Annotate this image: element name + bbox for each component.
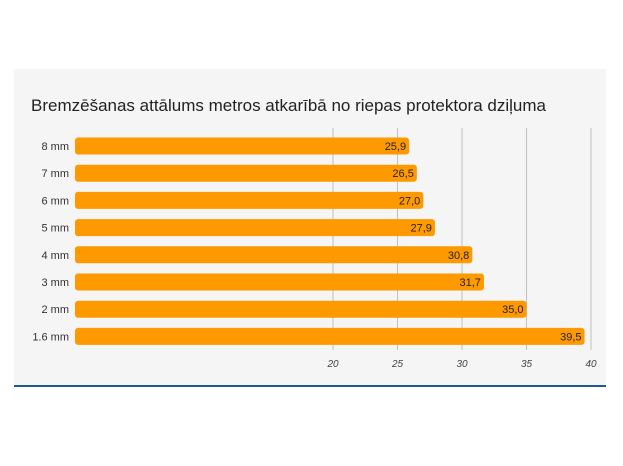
bottom-divider bbox=[14, 385, 606, 387]
value-label: 27,9 bbox=[410, 223, 431, 235]
bar bbox=[75, 219, 435, 237]
x-tick-label: 30 bbox=[456, 359, 468, 370]
category-label: 8 mm bbox=[42, 141, 70, 153]
x-tick-label: 25 bbox=[391, 359, 404, 370]
x-tick-label: 20 bbox=[326, 359, 339, 370]
bar bbox=[75, 273, 484, 291]
category-label: 4 mm bbox=[42, 250, 70, 262]
category-label: 6 mm bbox=[42, 195, 70, 207]
category-label: 1.6 mm bbox=[32, 331, 69, 343]
value-label: 27,0 bbox=[399, 195, 420, 207]
bar bbox=[75, 327, 585, 345]
value-label: 31,7 bbox=[460, 277, 481, 289]
bar bbox=[75, 164, 417, 182]
bar bbox=[75, 246, 473, 264]
value-label: 25,9 bbox=[385, 141, 406, 153]
category-label: 5 mm bbox=[42, 223, 70, 235]
value-label: 26,5 bbox=[392, 168, 413, 180]
x-tick-label: 40 bbox=[585, 359, 597, 370]
category-label: 3 mm bbox=[42, 277, 70, 289]
value-label: 35,0 bbox=[502, 304, 523, 316]
category-label: 7 mm bbox=[42, 168, 70, 180]
chart-title: Bremzēšanas attālums metros atkarībā no … bbox=[31, 96, 546, 115]
bar bbox=[75, 137, 410, 155]
value-label: 30,8 bbox=[448, 250, 469, 262]
x-tick-label: 35 bbox=[521, 359, 533, 370]
bar bbox=[75, 300, 527, 318]
bar bbox=[75, 191, 424, 209]
value-label: 39,5 bbox=[560, 331, 581, 343]
category-label: 2 mm bbox=[42, 304, 70, 316]
